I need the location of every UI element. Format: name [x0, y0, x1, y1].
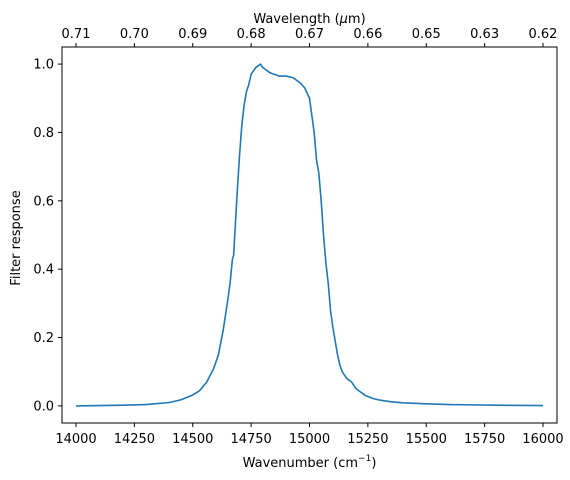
x-tick-label: 15500 [406, 432, 447, 447]
plot-area [75, 63, 543, 407]
top-tick-label: 0.68 [237, 27, 266, 42]
x-axis-label: Wavenumber (cm−1) [243, 454, 377, 471]
y-tick-label: 0.2 [33, 331, 54, 346]
x-tick-label: 15250 [347, 432, 388, 447]
top-tick-label: 0.65 [412, 27, 441, 42]
top-axis: 0.71 0.70 0.69 0.68 0.67 0.66 0.65 0.63 0.62 [62, 27, 558, 47]
x-tick-label: 14250 [114, 432, 155, 447]
x-tick-label: 15750 [464, 432, 505, 447]
top-axis-label: Wavelength (μm) [253, 12, 365, 27]
top-tick-label: 0.70 [120, 27, 149, 42]
top-tick-label: 0.66 [353, 27, 382, 42]
x-tick-label: 14750 [230, 432, 271, 447]
x-tick-label: 14000 [55, 432, 96, 447]
series-line-0 [75, 63, 543, 407]
top-tick-label: 0.62 [529, 27, 558, 42]
y-axis: 0.0 0.2 0.4 0.6 0.8 1.0 [33, 58, 62, 414]
y-tick-label: 0.8 [33, 126, 54, 141]
top-tick-label: 0.69 [178, 27, 207, 42]
y-tick-label: 1.0 [33, 58, 54, 73]
x-tick-label: 14500 [172, 432, 213, 447]
y-tick-label: 0.4 [33, 263, 54, 278]
x-tick-label: 15000 [289, 432, 330, 447]
top-tick-label: 0.71 [62, 27, 91, 42]
y-tick-label: 0.6 [33, 194, 54, 209]
top-tick-label: 0.63 [470, 27, 499, 42]
x-axis: 14000 14250 14500 14750 15000 15250 15500 15750… [55, 423, 564, 447]
y-tick-label: 0.0 [33, 399, 54, 414]
y-axis-label: Filter response [9, 190, 24, 285]
top-tick-label: 0.67 [295, 27, 324, 42]
x-tick-label: 16000 [522, 432, 563, 447]
